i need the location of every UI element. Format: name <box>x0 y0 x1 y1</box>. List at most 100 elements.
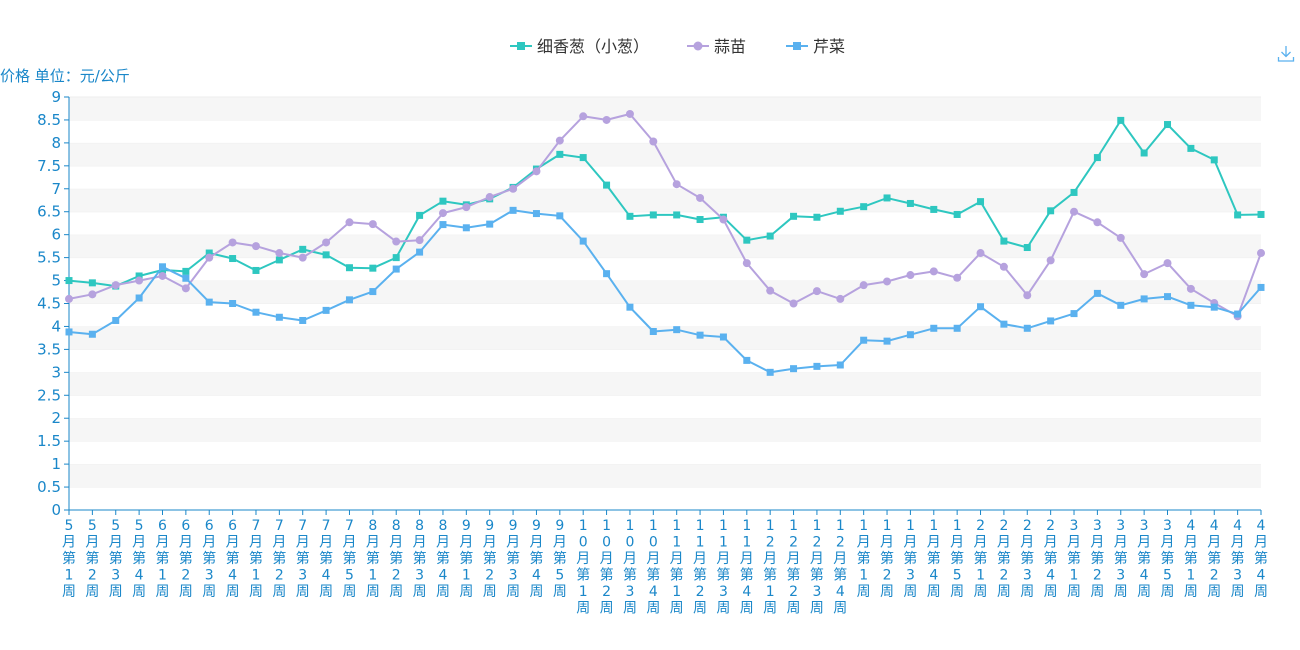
data-point[interactable] <box>556 212 564 220</box>
data-point[interactable] <box>719 333 727 341</box>
data-point[interactable] <box>252 308 260 316</box>
data-point[interactable] <box>415 236 424 245</box>
data-point[interactable] <box>112 316 120 324</box>
data-point[interactable] <box>930 205 938 213</box>
data-point[interactable] <box>883 194 891 202</box>
data-point[interactable] <box>158 271 167 280</box>
legend-item[interactable]: 蒜苗 <box>687 37 746 56</box>
data-point[interactable] <box>1140 149 1148 157</box>
data-point[interactable] <box>65 294 73 303</box>
data-point[interactable] <box>1117 301 1125 309</box>
data-point[interactable] <box>275 313 283 321</box>
data-point[interactable] <box>229 255 237 263</box>
data-point[interactable] <box>299 245 307 253</box>
data-point[interactable] <box>1140 270 1149 279</box>
data-point[interactable] <box>298 253 307 262</box>
data-point[interactable] <box>392 254 400 262</box>
data-point[interactable] <box>1000 320 1008 328</box>
data-point[interactable] <box>555 136 564 145</box>
data-point[interactable] <box>111 281 120 290</box>
data-point[interactable] <box>416 248 424 256</box>
data-point[interactable] <box>673 211 681 219</box>
data-point[interactable] <box>88 330 96 338</box>
data-point[interactable] <box>485 193 494 202</box>
data-point[interactable] <box>322 306 330 314</box>
data-point[interactable] <box>509 184 518 193</box>
data-point[interactable] <box>1257 283 1265 291</box>
download-icon[interactable] <box>1277 46 1295 62</box>
data-point[interactable] <box>836 294 845 303</box>
data-point[interactable] <box>673 326 681 334</box>
data-point[interactable] <box>205 249 213 257</box>
data-point[interactable] <box>135 294 143 302</box>
data-point[interactable] <box>790 212 798 220</box>
data-point[interactable] <box>789 299 798 308</box>
data-point[interactable] <box>579 154 587 162</box>
data-point[interactable] <box>649 327 657 335</box>
data-point[interactable] <box>1093 289 1101 297</box>
data-point[interactable] <box>930 324 938 332</box>
data-point[interactable] <box>368 220 377 229</box>
data-point[interactable] <box>275 249 284 258</box>
data-point[interactable] <box>486 220 494 228</box>
data-point[interactable] <box>976 249 985 258</box>
data-point[interactable] <box>1070 310 1078 318</box>
data-point[interactable] <box>766 368 774 376</box>
data-point[interactable] <box>369 288 377 296</box>
data-point[interactable] <box>696 216 704 224</box>
data-point[interactable] <box>1070 188 1078 196</box>
data-point[interactable] <box>392 237 401 246</box>
data-point[interactable] <box>345 264 353 272</box>
data-point[interactable] <box>1047 207 1055 215</box>
data-point[interactable] <box>532 210 540 218</box>
data-point[interactable] <box>229 300 237 307</box>
data-point[interactable] <box>906 331 914 339</box>
data-point[interactable] <box>65 328 73 336</box>
data-point[interactable] <box>929 267 938 276</box>
data-point[interactable] <box>345 296 353 304</box>
data-point[interactable] <box>953 324 961 332</box>
data-point[interactable] <box>181 284 190 293</box>
data-point[interactable] <box>228 238 237 247</box>
data-point[interactable] <box>696 193 705 202</box>
data-point[interactable] <box>345 218 354 227</box>
data-point[interactable] <box>813 213 821 221</box>
data-point[interactable] <box>1210 156 1218 164</box>
data-point[interactable] <box>1117 116 1125 124</box>
data-point[interactable] <box>205 253 214 262</box>
data-point[interactable] <box>1234 211 1242 219</box>
data-point[interactable] <box>1023 244 1031 252</box>
data-point[interactable] <box>579 237 587 245</box>
data-point[interactable] <box>906 271 915 280</box>
data-point[interactable] <box>790 365 798 373</box>
data-point[interactable] <box>1093 154 1101 162</box>
data-point[interactable] <box>1093 218 1102 227</box>
data-point[interactable] <box>65 277 73 285</box>
data-point[interactable] <box>1210 303 1218 311</box>
data-point[interactable] <box>953 273 962 282</box>
data-point[interactable] <box>742 259 751 268</box>
data-point[interactable] <box>1116 233 1125 242</box>
data-point[interactable] <box>462 224 470 232</box>
data-point[interactable] <box>813 362 821 370</box>
data-point[interactable] <box>88 290 97 299</box>
data-point[interactable] <box>1046 256 1055 265</box>
data-point[interactable] <box>603 181 611 189</box>
data-point[interactable] <box>299 316 307 324</box>
data-point[interactable] <box>1070 207 1079 216</box>
data-point[interactable] <box>509 206 517 214</box>
data-point[interactable] <box>392 265 400 273</box>
data-point[interactable] <box>252 266 260 274</box>
data-point[interactable] <box>883 277 892 286</box>
data-point[interactable] <box>999 262 1008 271</box>
data-point[interactable] <box>603 270 611 278</box>
data-point[interactable] <box>416 211 424 219</box>
data-point[interactable] <box>1000 237 1008 245</box>
data-point[interactable] <box>532 167 541 176</box>
data-point[interactable] <box>1023 324 1031 332</box>
data-point[interactable] <box>1047 317 1055 325</box>
data-point[interactable] <box>649 137 658 146</box>
data-point[interactable] <box>135 276 144 285</box>
data-point[interactable] <box>626 212 634 220</box>
data-point[interactable] <box>812 287 821 296</box>
